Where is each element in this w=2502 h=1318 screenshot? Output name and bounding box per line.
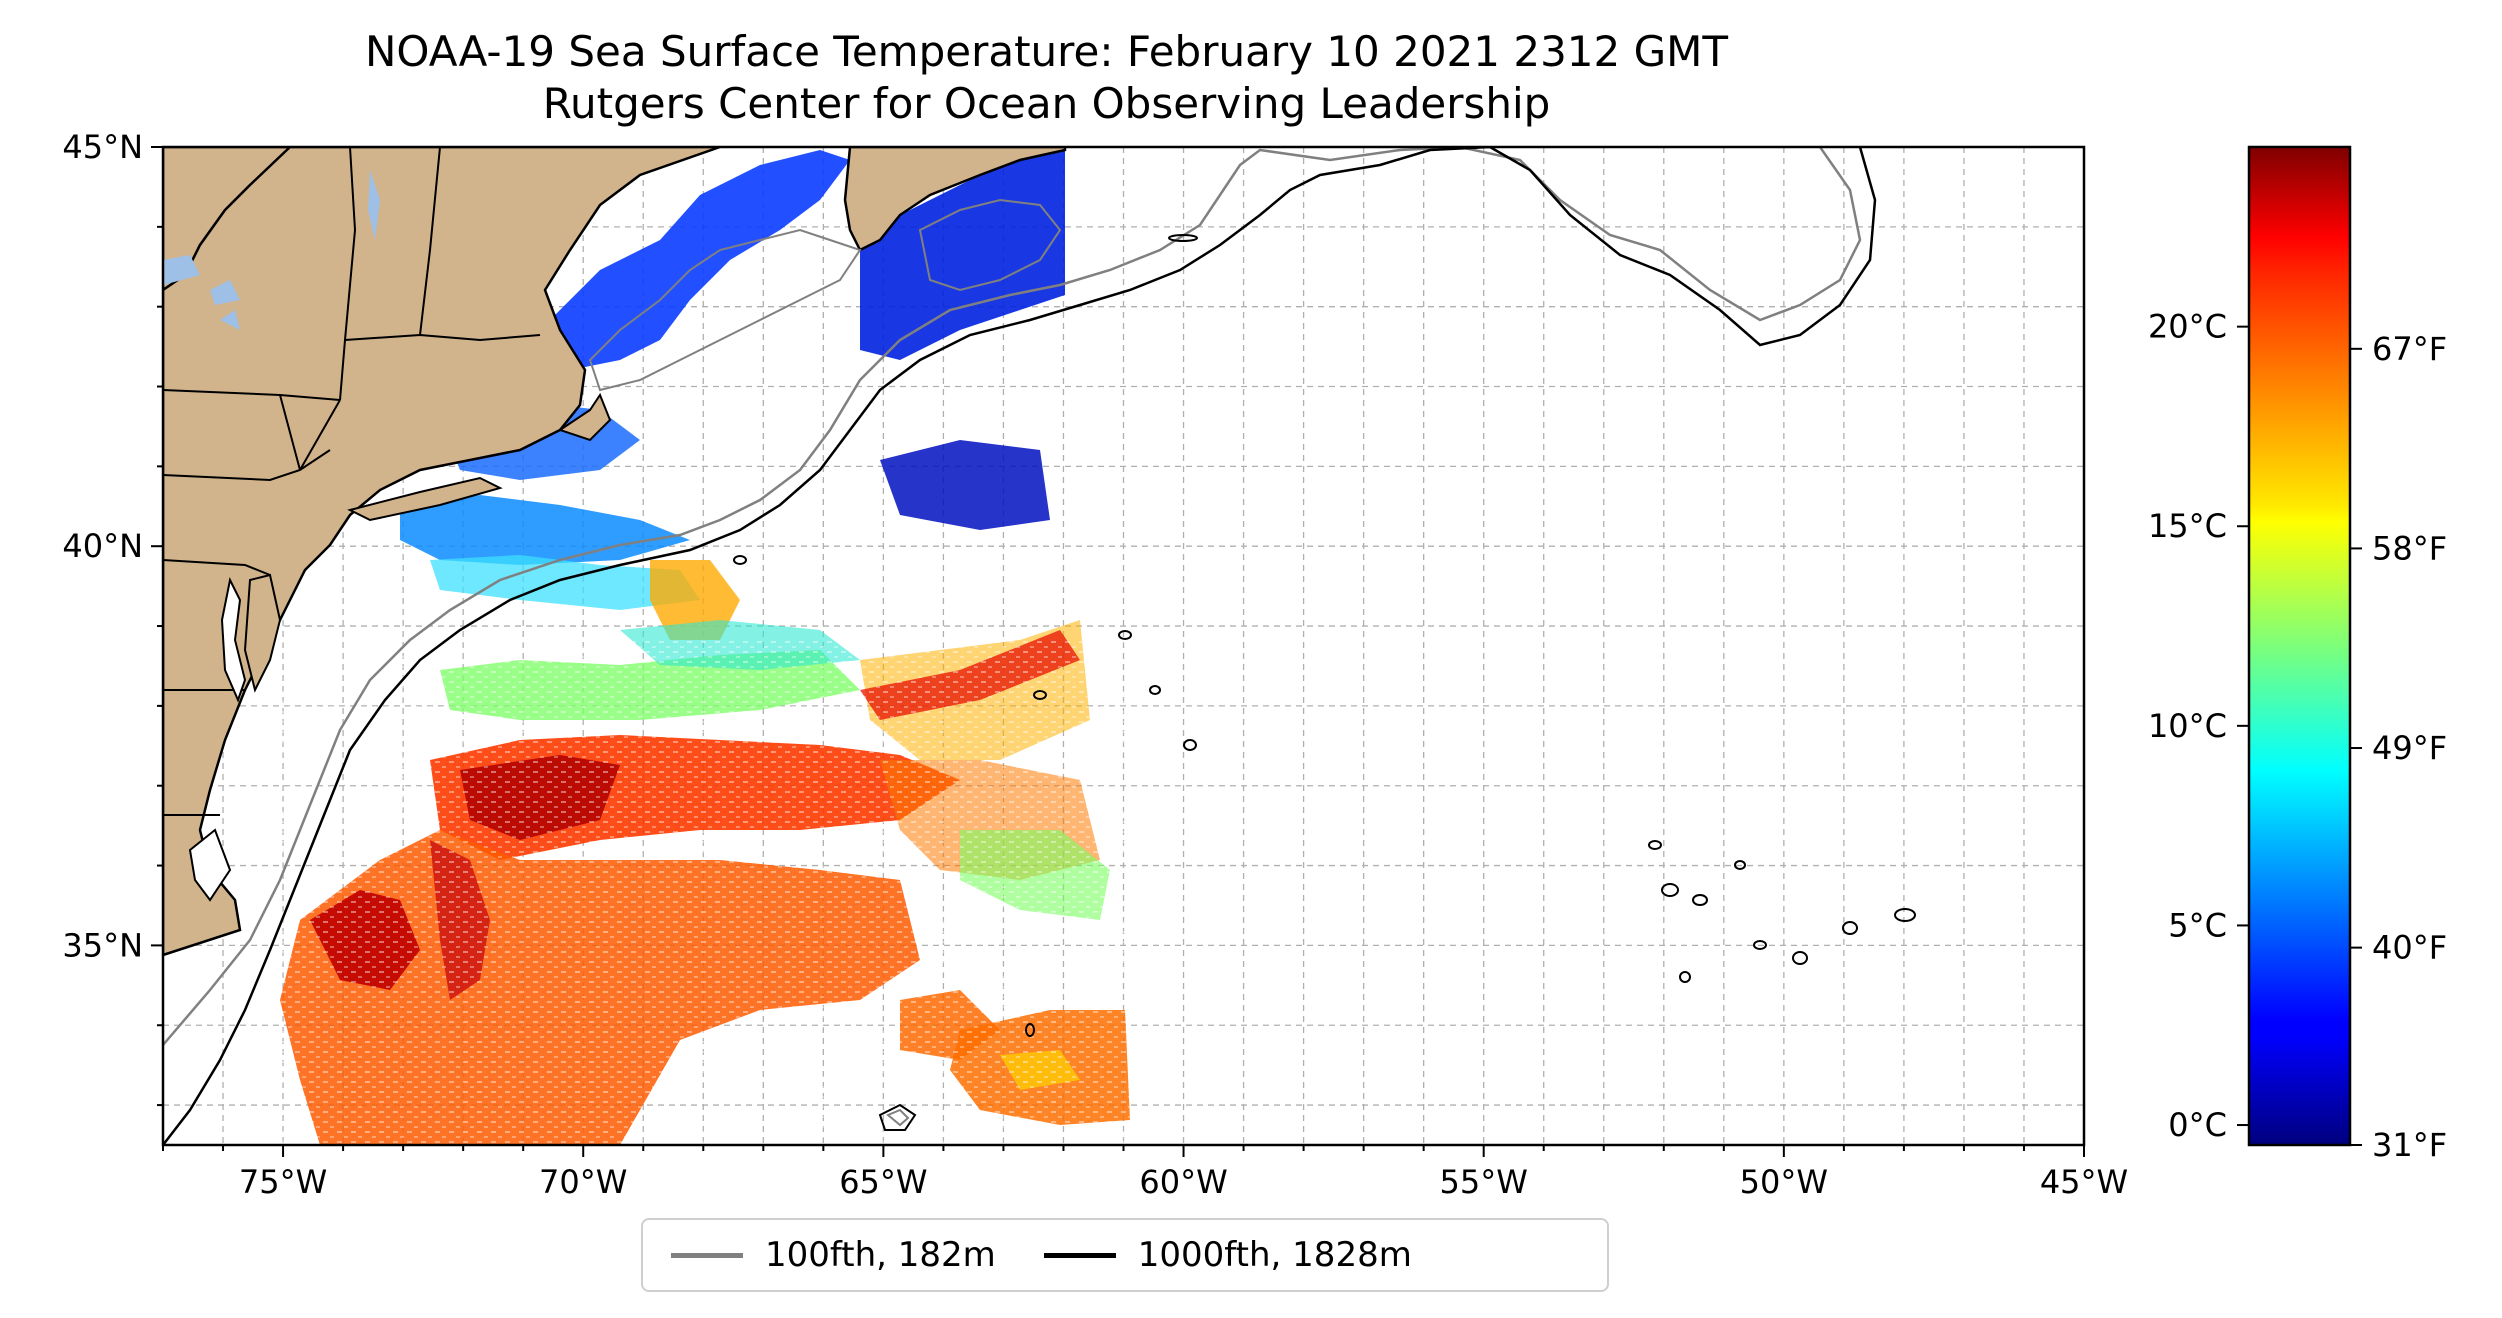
colorbar-celsius-label: 20°C [2148, 308, 2227, 346]
colorbar-fahrenheit-label: 31°F [2372, 1126, 2447, 1164]
title-block: NOAA-19 Sea Surface Temperature: Februar… [160, 26, 1933, 130]
map-title: NOAA-19 Sea Surface Temperature: Februar… [364, 27, 1729, 76]
sst-warm-core-ring [650, 560, 740, 640]
legend-swatch-100fth [671, 1252, 743, 1258]
sst-speckle-overlay [280, 640, 1130, 1145]
colorbar-fahrenheit-label: 58°F [2372, 529, 2447, 567]
land-new-england [163, 147, 721, 957]
lon-tick-label: 65°W [839, 1163, 927, 1201]
colorbar-gradient [2247, 145, 2352, 1147]
lat-axis: 35°N 40°N 45°N [62, 128, 163, 1107]
land [163, 147, 1067, 957]
colorbar-celsius-label: 5°C [2168, 906, 2227, 944]
isobaths [163, 147, 1916, 1145]
land-cape-cod [557, 392, 612, 442]
lat-tick-label: 35°N [62, 926, 143, 964]
lon-tick-label: 75°W [239, 1163, 327, 1201]
land-nova-scotia [843, 147, 1067, 252]
lon-tick-label: 45°W [2040, 1163, 2128, 1201]
colorbar-fahrenheit-ticks: 31°F 40°F 49°F 58°F 67°F [2350, 330, 2447, 1164]
isobath-100fth-gom [588, 228, 862, 392]
isobath-100fth-banks [918, 198, 1062, 292]
lon-tick-label: 55°W [1440, 1163, 1528, 1201]
colorbar-celsius-label: 10°C [2148, 707, 2227, 745]
colorbar-fahrenheit-label: 49°F [2372, 729, 2447, 767]
land-long-island [347, 476, 503, 522]
lat-tick-label: 40°N [62, 527, 143, 565]
inland-water [163, 170, 380, 330]
legend: 100fth, 182m 1000fth, 1828m [641, 1218, 1609, 1292]
isobath-1000fth-bermuda [878, 1103, 917, 1131]
sst-shelf-break [400, 495, 690, 565]
isobath-100fth-bermuda [886, 1108, 910, 1127]
colorbar-fahrenheit-label: 67°F [2372, 330, 2447, 368]
colorbar: 0°C 5°C 10°C 15°C 20°C 31°F 40°F 49°F 58°F 67°F [2148, 145, 2447, 1164]
pamlico-sound [188, 828, 232, 902]
legend-label-1000fth: 1000fth, 1828m [1137, 1235, 1412, 1275]
colorbar-celsius-label: 15°C [2148, 507, 2227, 545]
chesapeake-bay [220, 576, 247, 703]
colorbar-celsius-label: 0°C [2168, 1106, 2227, 1144]
colorbar-celsius-ticks: 0°C 5°C 10°C 15°C 20°C [2148, 308, 2249, 1144]
state-borders [163, 147, 541, 816]
lon-tick-label: 60°W [1139, 1163, 1227, 1201]
lon-tick-label: 50°W [1740, 1163, 1828, 1201]
legend-swatch-1000fth [1043, 1252, 1116, 1258]
lat-tick-label: 45°N [62, 128, 143, 166]
sst-cold-patches-east [880, 440, 1050, 530]
sst-gulf-of-maine [540, 150, 850, 370]
isobath-100fth [163, 147, 1862, 1046]
lon-tick-label: 70°W [539, 1163, 627, 1201]
legend-label-100fth: 100fth, 182m [765, 1235, 996, 1275]
sst-slope-water [430, 555, 700, 610]
lon-axis: 75°W 70°W 65°W 60°W 55°W 50°W 45°W [162, 1145, 2128, 1201]
seamount-contours [733, 234, 1916, 1037]
isobath-1000fth [163, 147, 1877, 1145]
map-subtitle: Rutgers Center for Ocean Observing Leade… [542, 79, 1551, 128]
legend-item-100fth: 100fth, 182m [671, 1235, 996, 1275]
legend-item-1000fth: 1000fth, 1828m [1043, 1235, 1412, 1275]
colorbar-fahrenheit-label: 40°F [2372, 929, 2447, 967]
